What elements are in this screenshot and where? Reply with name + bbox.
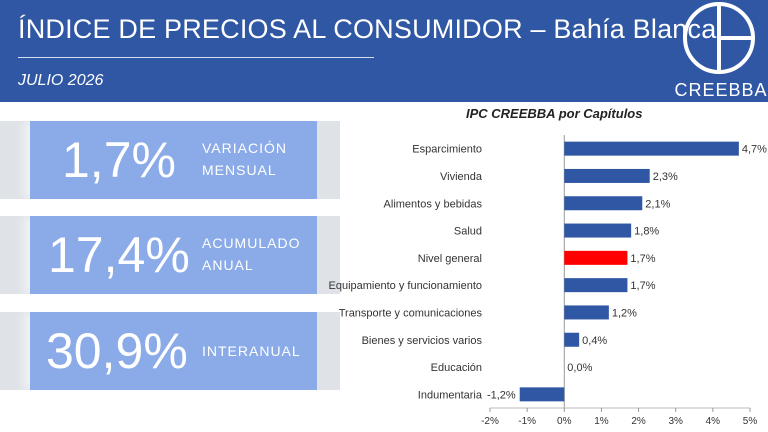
x-tick-label: 4% — [706, 416, 721, 427]
kpi-monthly-value: 1,7% — [62, 132, 176, 188]
data-label: 0,4% — [582, 335, 607, 347]
data-label: 1,7% — [630, 280, 655, 292]
category-label: Vivienda — [440, 171, 483, 183]
page-title: ÍNDICE DE PRECIOS AL CONSUMIDOR – Bahía … — [18, 14, 717, 44]
category-label: Esparcimiento — [412, 144, 482, 156]
bar-6 — [564, 305, 609, 320]
x-tick-label: -1% — [518, 416, 536, 427]
data-label: 1,8% — [634, 226, 659, 238]
data-label: 0,0% — [567, 362, 592, 374]
bar-4 — [564, 250, 628, 265]
kpi-annual-value: 17,4% — [48, 227, 190, 283]
kpi-monthly-label-line2: MENSUAL — [202, 162, 277, 178]
x-tick-label: 1% — [594, 416, 609, 427]
category-label: Transporte y comunicaciones — [339, 307, 483, 319]
kpi-monthly-label-line1: VARIACIÓN — [202, 140, 287, 156]
period-subtitle: JULIO 2026 — [18, 72, 104, 89]
kpi-annual-label-line2: ANUAL — [202, 257, 254, 273]
x-tick-label: 3% — [668, 416, 683, 427]
bar-3 — [564, 223, 632, 238]
kpi-yoy-label-line1: INTERANUAL — [202, 343, 301, 359]
data-label: -1,2% — [487, 389, 516, 401]
x-tick-label: 0% — [557, 416, 572, 427]
logo-text: CREEBBA — [674, 80, 768, 100]
creebba-logo-icon — [683, 2, 755, 74]
x-tick-label: -2% — [481, 416, 499, 427]
chart-title: IPC CREEBBA por Capítulos — [466, 106, 643, 121]
bar-7 — [564, 332, 580, 347]
category-label: Educación — [431, 362, 482, 374]
creebba-logo: CREEBBA — [674, 0, 768, 102]
kpi-annual-label-line1: ACUMULADO — [202, 235, 301, 251]
category-label: Salud — [454, 226, 482, 238]
kpi-monthly: 1,7% VARIACIÓN MENSUAL — [30, 121, 317, 199]
category-label: Bienes y servicios varios — [362, 335, 483, 347]
category-label: Equipamiento y funcionamiento — [329, 280, 482, 292]
title-underline — [18, 57, 374, 58]
kpi-yoy-label: INTERANUAL — [202, 340, 301, 362]
bar-0 — [564, 141, 739, 156]
bar-1 — [564, 168, 650, 183]
data-label: 4,7% — [742, 144, 767, 156]
data-label: 2,1% — [645, 198, 670, 210]
kpi-monthly-label: VARIACIÓN MENSUAL — [202, 137, 287, 181]
kpi-annual: 17,4% ACUMULADO ANUAL — [30, 216, 317, 294]
x-tick-label: 2% — [631, 416, 646, 427]
data-label: 1,2% — [612, 307, 637, 319]
bar-5 — [564, 278, 628, 293]
header-banner: ÍNDICE DE PRECIOS AL CONSUMIDOR – Bahía … — [0, 0, 768, 102]
kpi-yoy-value: 30,9% — [46, 323, 188, 379]
kpi-yoy: 30,9% INTERANUAL — [30, 312, 317, 390]
data-label: 2,3% — [653, 171, 678, 183]
data-label: 1,7% — [630, 253, 655, 265]
bar-2 — [564, 196, 643, 211]
bar-9 — [519, 387, 565, 402]
x-tick-label: 5% — [743, 416, 758, 427]
category-label: Indumentaria — [418, 389, 483, 401]
kpi-annual-label: ACUMULADO ANUAL — [202, 232, 300, 276]
category-label: Alimentos y bebidas — [384, 198, 483, 210]
category-label: Nivel general — [418, 253, 482, 265]
